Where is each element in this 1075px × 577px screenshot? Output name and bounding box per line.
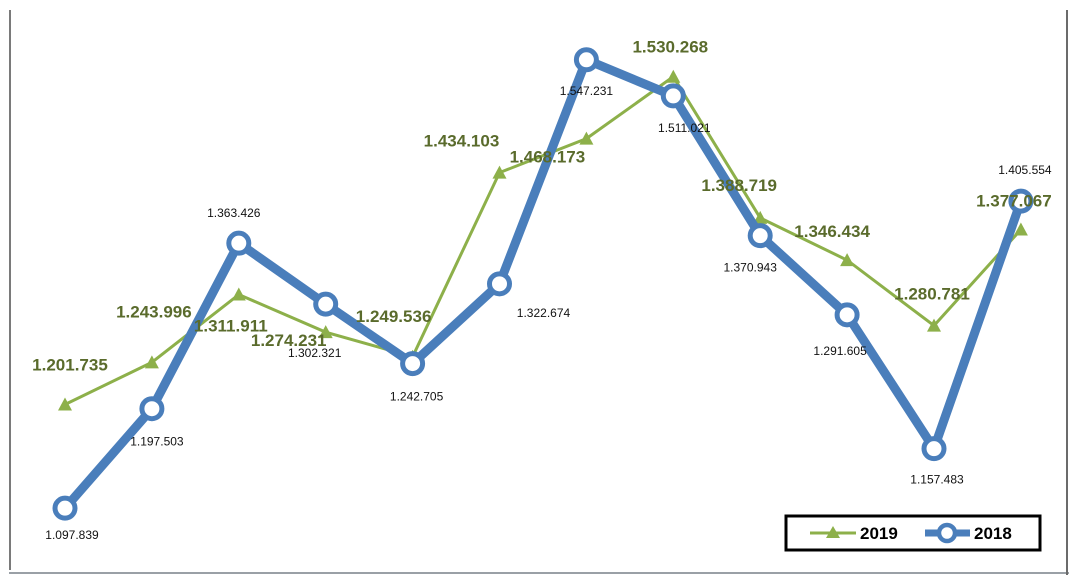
bottom-edge-line xyxy=(9,572,1069,574)
series-2018-point xyxy=(573,47,599,73)
series-2019-point xyxy=(58,397,72,411)
series-2018-point xyxy=(139,396,165,422)
series-2019-point xyxy=(231,287,246,301)
series-2018-point xyxy=(1008,188,1034,214)
series-2019-point xyxy=(492,165,507,179)
data-label-2018: 1.405.554 xyxy=(998,163,1052,177)
data-label-2018: 1.322.674 xyxy=(517,306,571,320)
right-edge-line xyxy=(1066,10,1068,575)
series-2018-point xyxy=(313,291,339,317)
legend-2019-label: 2019 xyxy=(860,524,898,543)
data-label-2018: 1.291.605 xyxy=(813,344,867,358)
series-2019-point xyxy=(579,131,594,145)
series-2018-point xyxy=(487,271,512,297)
data-label-2018: 1.363.426 xyxy=(207,206,261,220)
legend-2018-marker xyxy=(936,522,958,544)
data-label-2019: 1.388.719 xyxy=(701,176,777,195)
series-2019-point xyxy=(927,318,941,332)
data-label-2019: 1.274.231 xyxy=(251,331,327,350)
legend: 2019 2018 xyxy=(784,514,1042,552)
data-label-2018: 1.242.705 xyxy=(390,390,444,404)
left-axis-line xyxy=(9,10,11,570)
data-label-2019: 1.377.067 xyxy=(976,192,1052,211)
legend-2019-marker xyxy=(826,526,840,538)
series-2018-line xyxy=(61,55,1026,512)
data-label-2019: 1.243.996 xyxy=(116,302,192,321)
legend-2018-label: 2018 xyxy=(974,524,1012,543)
data-label-2019: 1.434.103 xyxy=(424,132,500,151)
data-label-2018: 1.157.483 xyxy=(910,473,964,487)
data-label-2019: 1.468.173 xyxy=(510,148,586,167)
series-2019 xyxy=(58,69,1028,411)
series-2018-point xyxy=(52,495,78,521)
data-label-2018: 1.547.231 xyxy=(560,84,614,98)
series-2019-point xyxy=(753,210,768,224)
series-2018-point xyxy=(226,230,252,256)
series-2018 xyxy=(52,47,1034,521)
data-label-2018: 1.197.503 xyxy=(130,435,184,449)
series-2018-point xyxy=(834,302,860,328)
series-2018-point xyxy=(660,83,686,109)
data-labels-2018: 1.097.839 1.197.503 1.363.426 1.302.321 1.24… xyxy=(45,84,1052,542)
series-2019-point xyxy=(1013,222,1028,236)
series-2019-point xyxy=(144,355,159,369)
data-label-2019: 1.346.434 xyxy=(794,222,870,241)
data-label-2019: 1.280.781 xyxy=(894,285,970,304)
series-2018-point xyxy=(400,351,426,377)
series-2019-line xyxy=(64,74,1023,406)
data-label-2018: 1.097.839 xyxy=(45,528,99,542)
series-2018-point xyxy=(921,436,947,462)
series-2018-point xyxy=(747,223,773,249)
data-label-2018: 1.370.943 xyxy=(724,261,778,275)
series-2019-point xyxy=(318,325,333,339)
data-label-2019: 1.249.536 xyxy=(356,307,432,326)
series-2019-point xyxy=(666,69,681,83)
data-label-2018: 1.302.321 xyxy=(288,346,342,360)
data-label-2019: 1.201.735 xyxy=(32,355,108,374)
data-label-2019: 1.530.268 xyxy=(632,38,708,57)
data-label-2019: 1.311.911 xyxy=(194,317,268,336)
data-label-2018: 1.511.021 xyxy=(658,121,711,135)
series-2019-point xyxy=(840,253,855,267)
